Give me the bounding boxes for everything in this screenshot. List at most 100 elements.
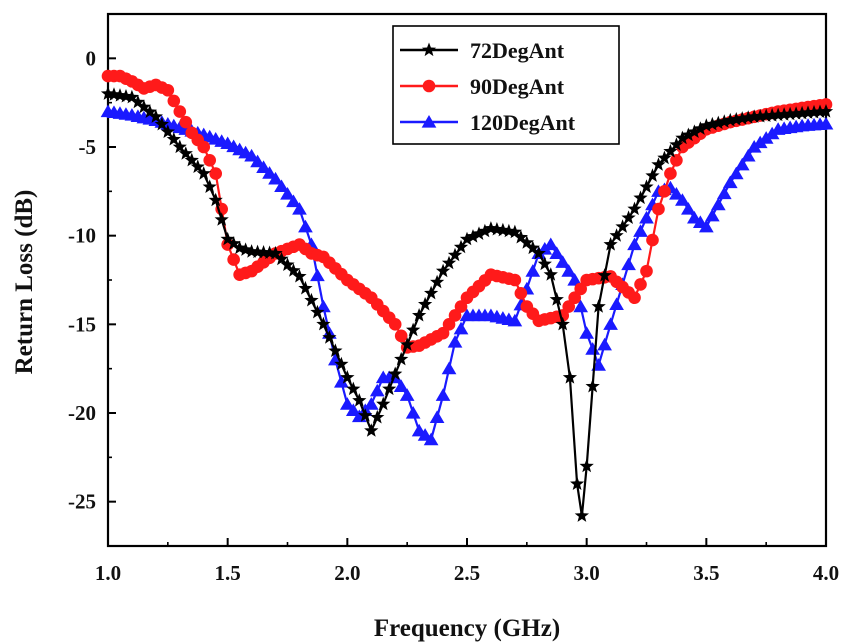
data-point [570,476,585,490]
data-point [274,251,289,266]
data-point [274,179,289,193]
data-point [405,406,421,419]
data-point [658,185,671,198]
data-point [364,423,379,437]
data-point [609,297,624,310]
data-point [441,361,457,375]
data-point [244,148,259,162]
data-point [328,343,343,357]
legend-entry: 72DegAnt [400,38,565,63]
data-point [633,190,648,205]
data-point [142,104,157,118]
data-point [717,114,732,128]
data-point [244,244,259,258]
data-point [238,242,253,256]
data-point [543,237,559,251]
data-point [783,106,798,121]
data-point [154,116,169,131]
data-point [256,245,271,259]
data-point [562,370,577,384]
x-tick-label: 3.5 [693,561,719,585]
x-tick-label: 3.0 [574,561,600,585]
data-point [334,356,349,371]
data-point [514,287,528,300]
data-point [280,186,295,200]
legend-marker [421,42,437,57]
data-point [292,269,307,283]
y-tick-label: 0 [86,46,97,70]
data-point [435,263,451,278]
data-point [579,458,594,473]
data-point [298,219,313,233]
data-point [818,116,834,130]
x-tick-label: 2.5 [454,561,480,585]
data-point [394,329,408,343]
data-point [753,108,768,123]
data-point [664,167,677,180]
data-point [740,148,756,162]
data-point [316,316,331,331]
legend-label: 90DegAnt [470,74,565,99]
data-point [208,192,223,207]
data-point [316,299,331,313]
data-point [549,246,565,259]
data-point [675,193,690,206]
data-point [561,264,577,277]
data-point [806,104,822,119]
data-point [765,108,780,122]
data-point [525,264,541,277]
data-point [441,255,457,270]
data-point [722,175,738,189]
data-point [555,316,570,331]
x-axis-title: Frequency (GHz) [374,615,560,642]
data-point [531,245,546,260]
axis-ticks: 1.0 1.5 2.0 2.5 3.0 3.5 4.0 0 -5 -10 -15 -20 -25 [68,13,839,585]
legend-entry: 120DegAnt [400,110,576,135]
data-point [603,317,618,330]
data-point [669,137,684,151]
data-point [369,383,385,397]
data-point [634,278,647,291]
data-point [388,366,403,381]
data-point [519,235,534,249]
data-point [603,237,618,251]
data-point [418,296,433,311]
data-point [226,236,241,250]
data-point [262,166,277,179]
data-point [184,152,199,167]
data-point [562,300,576,313]
data-point [435,388,451,401]
data-point [621,257,636,271]
data-point [167,94,181,108]
data-point [256,160,271,173]
data-point [597,268,612,282]
data-point [250,244,265,259]
data-point [393,379,409,392]
x-tick-label: 1.5 [215,561,241,585]
data-point [298,280,313,295]
data-point [423,432,439,446]
data-point [166,132,181,146]
data-point [412,308,427,322]
data-point [591,299,606,313]
data-point [646,233,659,247]
data-point [465,229,481,243]
data-point [568,291,581,305]
data-point [304,292,319,307]
data-point [292,202,307,215]
data-point [173,105,187,118]
data-point [573,299,589,313]
data-point [699,118,714,132]
data-point [370,409,385,424]
data-point [394,351,409,366]
data-point [448,309,462,322]
data-point [621,210,636,224]
data-point [442,318,456,331]
data-point [747,109,762,123]
data-point [729,112,744,126]
data-point [436,326,450,340]
data-point [789,106,804,120]
data-point [812,104,828,118]
series-72DegAnt [100,86,834,522]
data-point [477,223,493,238]
